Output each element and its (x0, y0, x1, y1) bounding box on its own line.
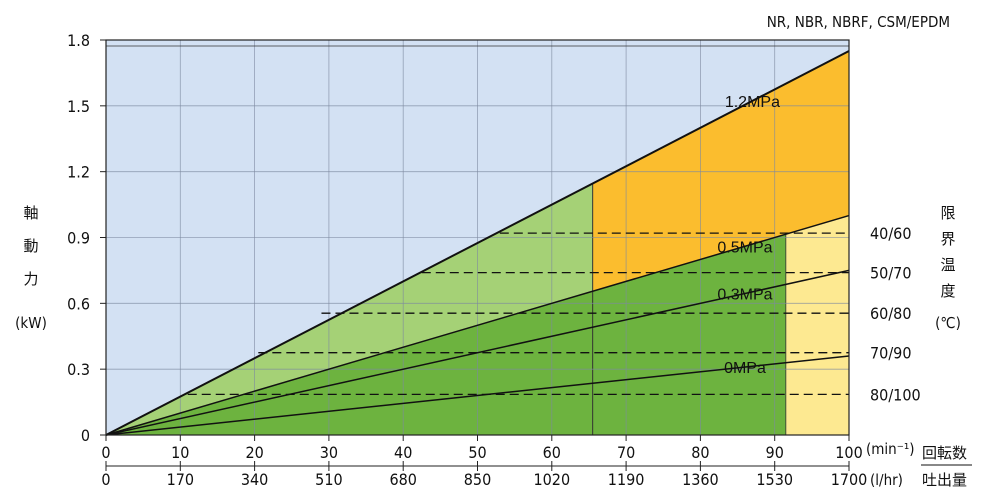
temp-label-char: 界 (940, 230, 955, 248)
y-axis-label: 軸 動 力 (kW) (15, 204, 47, 332)
temperature-axis-label: 限 界 温 度 (℃) (935, 204, 961, 332)
series-label: 0.3MPa (717, 286, 772, 303)
temperature-limit-lines: 40/60 50/70 60/80 70/90 80/100 (187, 224, 921, 404)
x-tick-label: 20 (245, 443, 263, 462)
temperature-limit-label: 60/80 (870, 304, 911, 323)
y-label-char: 軸 (23, 204, 38, 222)
region-orange (592, 50, 849, 292)
x-secondary-tick-label: 1190 (608, 470, 645, 488)
x-tick-label: 30 (320, 443, 338, 462)
temp-label-char: 温 (940, 256, 955, 274)
x-tick-label: 80 (691, 443, 709, 462)
chart-title: NR, NBR, NBRF, CSM/EPDM (767, 13, 950, 31)
series-line (105, 355, 850, 436)
temp-label-char: 度 (940, 282, 955, 300)
temperature-limit-label: 70/90 (870, 344, 911, 363)
axes: 00.30.60.91.21.51.8001017020340305104068… (67, 31, 867, 488)
x-secondary-label: 吐出量 (922, 471, 967, 488)
x-primary-unit: (min⁻¹) (866, 440, 915, 458)
series-line (105, 50, 850, 436)
y-tick-label: 1.5 (67, 97, 90, 116)
y-label-unit: (kW) (15, 314, 47, 332)
x-tick-label: 10 (171, 443, 189, 462)
y-tick-label: 0.6 (67, 294, 90, 313)
x-secondary-tick-label: 510 (315, 470, 342, 488)
y-tick-label: 0.3 (67, 360, 90, 379)
x-tick-label: 100 (835, 443, 862, 462)
y-tick-label: 1.8 (67, 31, 90, 50)
x-secondary-unit: (l/hr) (870, 471, 903, 488)
x-secondary-tick-label: 1360 (682, 470, 719, 488)
x-tick-label: 50 (468, 443, 486, 462)
x-axis-units: (min⁻¹) (l/hr) 回転数 吐出量 (866, 440, 972, 488)
x-secondary-tick-label: 850 (464, 470, 491, 488)
region-yellow (785, 215, 849, 435)
temp-label-char: 限 (940, 204, 955, 222)
temp-label-unit: (℃) (935, 314, 961, 332)
temperature-limit-label: 40/60 (870, 224, 911, 243)
series-line (105, 269, 850, 436)
series-label: 1.2MPa (725, 94, 780, 111)
y-tick-label: 1.2 (67, 163, 90, 182)
y-tick-label: 0 (81, 426, 90, 445)
x-tick-label: 60 (543, 443, 561, 462)
x-secondary-tick-label: 0 (101, 470, 110, 488)
series-line (105, 214, 850, 436)
x-tick-label: 70 (617, 443, 635, 462)
x-secondary-tick-label: 1530 (756, 470, 793, 488)
x-tick-label: 40 (394, 443, 412, 462)
x-secondary-tick-label: 170 (167, 470, 194, 488)
x-tick-label: 90 (766, 443, 784, 462)
x-secondary-tick-label: 340 (241, 470, 268, 488)
x-secondary-tick-label: 1020 (533, 470, 570, 488)
x-secondary-tick-label: 1700 (831, 470, 868, 488)
series-label: 0.5MPa (717, 239, 772, 256)
y-tick-label: 0.9 (67, 229, 90, 248)
y-label-char: 動 (23, 237, 38, 255)
temperature-limit-label: 80/100 (870, 385, 921, 404)
x-tick-label: 0 (101, 443, 110, 462)
series-label: 0MPa (724, 360, 766, 377)
temperature-limit-label: 50/70 (870, 264, 911, 283)
x-primary-label: 回転数 (922, 444, 967, 462)
x-secondary-tick-label: 680 (389, 470, 416, 488)
y-label-char: 力 (23, 270, 38, 288)
pressure-series: 1.2MPa 0.5MPa 0.3MPa 0MPa (105, 50, 850, 436)
